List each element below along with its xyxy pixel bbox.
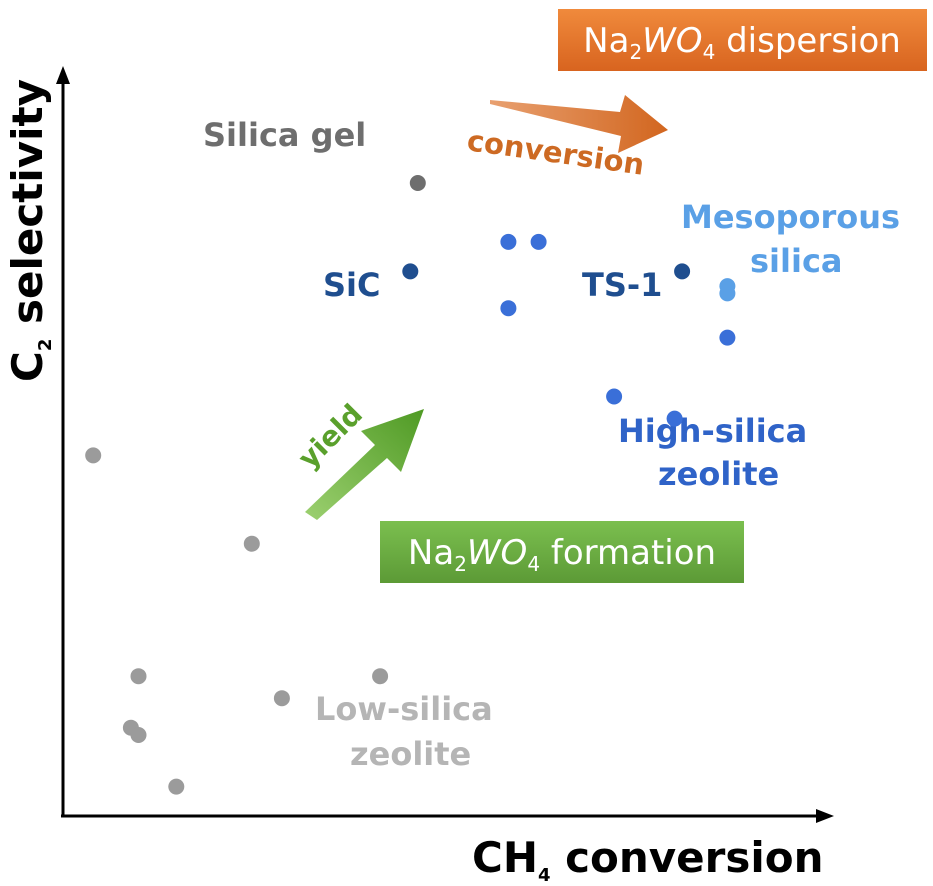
data-point bbox=[85, 447, 102, 464]
data-point bbox=[674, 263, 691, 280]
high-silica-label-line2: zeolite bbox=[658, 455, 779, 493]
data-point bbox=[500, 233, 517, 250]
y-axis-label: C2 selectivity bbox=[3, 79, 56, 382]
ts1-label: TS-1 bbox=[582, 266, 662, 304]
dispersion-box: Na2WO4 dispersion bbox=[558, 9, 927, 71]
data-point bbox=[273, 690, 290, 707]
data-point bbox=[402, 263, 419, 280]
data-points bbox=[85, 175, 736, 795]
data-point bbox=[243, 535, 260, 552]
high-silica-label: High-silica bbox=[618, 412, 807, 450]
data-point bbox=[530, 233, 547, 250]
yield-arrow-shape bbox=[305, 409, 424, 520]
y-axis-arrowhead bbox=[56, 66, 70, 84]
sic-label: SiC bbox=[323, 266, 381, 304]
data-point bbox=[719, 285, 736, 302]
data-point bbox=[372, 668, 389, 685]
low-silica-label: Low-silica bbox=[315, 690, 493, 728]
data-point bbox=[168, 778, 185, 795]
data-point bbox=[666, 410, 683, 427]
conversion-arrow-shape bbox=[490, 95, 668, 153]
dispersion-label: Na2WO4 dispersion bbox=[583, 21, 901, 64]
low-silica-label-line2: zeolite bbox=[350, 735, 471, 773]
mesoporous-label: Mesoporous bbox=[681, 198, 900, 236]
data-point bbox=[500, 300, 517, 317]
x-axis-arrowhead bbox=[816, 809, 834, 823]
formation-box: Na2WO4 formation bbox=[380, 521, 744, 583]
x-axis-label: CH4 conversion bbox=[472, 833, 824, 886]
mesoporous-label-line2: silica bbox=[750, 242, 843, 280]
conversion-arrow: conversion bbox=[465, 95, 668, 182]
yield-arrow: yield bbox=[292, 398, 424, 520]
data-point bbox=[130, 727, 147, 743]
data-point bbox=[719, 329, 736, 346]
data-point bbox=[130, 668, 147, 685]
data-point bbox=[409, 175, 426, 191]
data-point bbox=[606, 388, 623, 405]
formation-label: Na2WO4 formation bbox=[408, 533, 716, 576]
silica-gel-label: Silica gel bbox=[203, 116, 366, 154]
